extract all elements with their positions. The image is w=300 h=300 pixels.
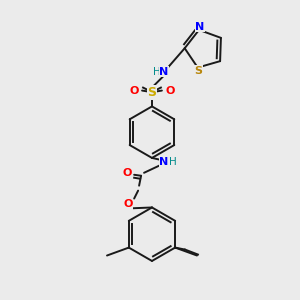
Text: N: N	[195, 22, 205, 32]
Text: O: O	[130, 85, 139, 96]
Text: N: N	[159, 67, 169, 77]
Text: S: S	[195, 65, 203, 76]
Text: S: S	[148, 86, 157, 99]
Text: N: N	[159, 157, 169, 167]
Text: O: O	[165, 85, 175, 96]
Text: O: O	[124, 200, 133, 209]
Text: O: O	[122, 168, 132, 178]
Text: H: H	[153, 67, 161, 77]
Text: H: H	[169, 157, 177, 167]
